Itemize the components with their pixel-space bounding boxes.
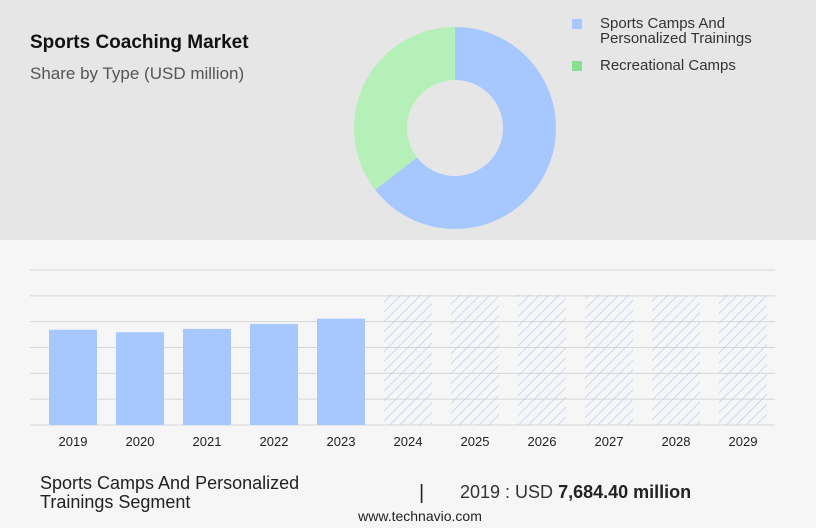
legend-swatch-recreational-camps bbox=[572, 61, 582, 71]
yearly-bar-chart: 2019 2020 2021 2022 2023 2024 2025 2026 2027 2028… bbox=[30, 269, 775, 449]
forecast-bar-2026 bbox=[518, 294, 566, 425]
legend: Sports Camps And Personalized Trainings … bbox=[572, 16, 802, 85]
x-tick-label-2022: 2022 bbox=[260, 434, 289, 449]
forecast-bar-2029 bbox=[719, 294, 767, 425]
x-tick-label-2024: 2024 bbox=[394, 434, 423, 449]
chart-subtitle: Share by Type (USD million) bbox=[30, 64, 245, 83]
legend-item-recreational-camps: Recreational Camps bbox=[572, 58, 802, 73]
footer-separator: | bbox=[419, 482, 425, 504]
source-link[interactable]: www.technavio.com bbox=[358, 508, 482, 524]
segment-value-amount: 7,684.40 million bbox=[558, 482, 692, 502]
donut-slice-1 bbox=[354, 27, 455, 190]
x-tick-label-2028: 2028 bbox=[662, 434, 691, 449]
segment-value: 2019 : USD 7,684.40 million bbox=[460, 482, 691, 503]
legend-item-sports-camps: Sports Camps And Personalized Trainings bbox=[572, 16, 802, 46]
forecast-bar-2028 bbox=[652, 294, 700, 425]
chart-title: Sports Coaching Market bbox=[30, 32, 249, 53]
forecast-bar-2024 bbox=[384, 294, 432, 425]
forecast-bar-2027 bbox=[585, 294, 633, 425]
bar-2021 bbox=[183, 328, 231, 425]
segment-label-line2: Trainings Segment bbox=[40, 492, 191, 512]
x-tick-label-2021: 2021 bbox=[193, 434, 222, 449]
segment-label: Sports Camps And Personalized Trainings … bbox=[40, 474, 360, 512]
legend-label-sports-camps-line2: Personalized Trainings bbox=[600, 30, 752, 47]
x-tick-label-2023: 2023 bbox=[327, 434, 356, 449]
segment-value-prefix: 2019 : USD bbox=[460, 482, 554, 502]
x-tick-label-2027: 2027 bbox=[595, 434, 624, 449]
bar-2019 bbox=[49, 329, 97, 425]
bar-2020 bbox=[116, 332, 164, 425]
bar-2023 bbox=[317, 318, 365, 425]
share-donut-chart bbox=[354, 27, 556, 230]
donut-slice-0 bbox=[375, 27, 556, 230]
legend-label-recreational-camps: Recreational Camps bbox=[600, 57, 736, 74]
bar-2022 bbox=[250, 323, 298, 425]
x-tick-label-2020: 2020 bbox=[126, 434, 155, 449]
x-tick-label-2026: 2026 bbox=[528, 434, 557, 449]
x-tick-label-2025: 2025 bbox=[461, 434, 490, 449]
segment-label-line1: Sports Camps And Personalized bbox=[40, 473, 300, 493]
x-tick-label-2029: 2029 bbox=[729, 434, 758, 449]
forecast-bar-2025 bbox=[451, 294, 499, 425]
legend-swatch-sports-camps bbox=[572, 19, 582, 29]
x-tick-label-2019: 2019 bbox=[59, 434, 88, 449]
legend-label-sports-camps-line1: Sports Camps And bbox=[600, 15, 726, 32]
